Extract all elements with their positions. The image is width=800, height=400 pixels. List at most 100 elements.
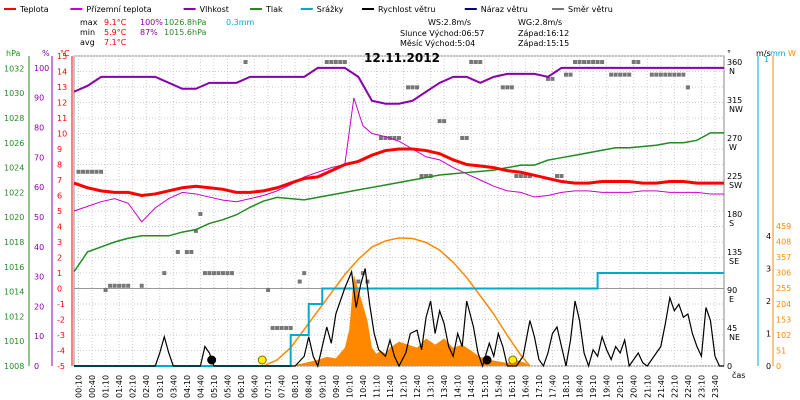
celsius-tick-label: -2 bbox=[57, 316, 65, 325]
w-axis-title: W bbox=[788, 49, 796, 58]
celsius-tick-label: 9 bbox=[57, 145, 62, 154]
celsius-tick-label: 10 bbox=[57, 130, 67, 139]
wind-direction-point bbox=[424, 174, 429, 178]
percent-tick-label: 90 bbox=[34, 94, 44, 103]
direction-name-label: NW bbox=[729, 105, 743, 114]
x-tick-label: 06:40 bbox=[251, 375, 260, 398]
wind-direction-point bbox=[478, 60, 483, 64]
hpa-axis-title: hPa bbox=[6, 49, 21, 58]
celsius-tick-label: 0 bbox=[57, 285, 62, 294]
wind-direction-point bbox=[527, 174, 532, 178]
wind-direction-point bbox=[365, 279, 370, 284]
x-tick-label: 12:40 bbox=[413, 375, 422, 398]
wind-direction-point bbox=[266, 288, 271, 292]
wind-direction-point bbox=[631, 60, 636, 64]
wind-direction-point bbox=[225, 271, 230, 276]
x-tick-label: 15:40 bbox=[494, 375, 503, 398]
sun-set: Západ:16:12 bbox=[518, 29, 569, 38]
wind-direction-point bbox=[211, 271, 216, 276]
stat-temp: 5.9°C bbox=[104, 28, 127, 37]
wind-direction-point bbox=[509, 85, 514, 90]
x-tick-label: 03:10 bbox=[156, 375, 165, 398]
x-tick-label: 21:10 bbox=[643, 375, 652, 398]
stat-humidity: 100% bbox=[140, 18, 163, 27]
percent-tick-label: 20 bbox=[34, 302, 44, 311]
wind-direction-point bbox=[383, 136, 388, 140]
percent-tick-label: 10 bbox=[34, 332, 44, 341]
x-tick-label: 20:10 bbox=[616, 375, 625, 398]
stat-humidity: 87% bbox=[140, 28, 158, 37]
wind-direction-point bbox=[360, 271, 365, 276]
x-tick-label: 06:10 bbox=[237, 375, 246, 398]
wind-direction-point bbox=[94, 169, 99, 174]
chart-title: 12.11.2012 bbox=[364, 51, 440, 65]
pressure-line bbox=[73, 132, 724, 273]
wind-direction-point bbox=[672, 72, 677, 77]
wind-direction-point bbox=[342, 60, 347, 64]
w-tick-label: 0 bbox=[776, 362, 781, 371]
wind-direction-point bbox=[338, 60, 343, 64]
direction-tick-label: 90 bbox=[727, 286, 737, 295]
x-tick-label: 18:10 bbox=[562, 375, 571, 398]
wind-direction-point bbox=[76, 169, 81, 174]
w-tick-label: 459 bbox=[776, 222, 791, 231]
wind-direction-point bbox=[410, 85, 415, 90]
celsius-tick-label: 7 bbox=[57, 176, 62, 185]
wind-direction-point bbox=[649, 72, 654, 77]
wind-direction-point bbox=[139, 283, 144, 288]
wind-direction-point bbox=[568, 72, 573, 77]
wind-direction-point bbox=[681, 72, 686, 77]
hpa-tick-label: 1028 bbox=[4, 114, 24, 123]
wind-direction-point bbox=[121, 283, 126, 288]
legend-label: Teplota bbox=[19, 5, 49, 14]
w-tick-label: 408 bbox=[776, 238, 791, 247]
wind-direction-point bbox=[464, 136, 469, 140]
wind-direction-point bbox=[663, 72, 668, 77]
wind-direction-point bbox=[333, 60, 338, 64]
ground-temp-line bbox=[73, 97, 724, 223]
x-tick-label: 09:10 bbox=[318, 375, 327, 398]
x-tick-label: 02:40 bbox=[142, 375, 151, 398]
wind-direction-point bbox=[270, 326, 275, 330]
wind-direction-point bbox=[586, 60, 591, 64]
x-tick-label: 16:10 bbox=[508, 375, 517, 398]
direction-tick-label: 360 bbox=[727, 58, 742, 67]
wind-direction-point bbox=[189, 250, 194, 254]
x-tick-label: 23:40 bbox=[711, 375, 720, 398]
x-tick-label: 09:40 bbox=[332, 375, 341, 398]
direction-name-label: W bbox=[729, 143, 737, 152]
wind-direction-point bbox=[514, 174, 519, 178]
percent-tick-label: 0 bbox=[34, 362, 39, 371]
wind-direction-point bbox=[117, 283, 122, 288]
wind-direction-point bbox=[523, 174, 528, 178]
x-tick-label: 16:40 bbox=[521, 375, 530, 398]
wind-direction-point bbox=[108, 283, 113, 288]
legend-label: Vlhkost bbox=[200, 5, 229, 14]
sun-marker bbox=[508, 355, 518, 365]
celsius-tick-label: 2 bbox=[57, 254, 62, 263]
wind-direction-point bbox=[636, 60, 641, 64]
direction-tick-label: 315 bbox=[727, 96, 742, 105]
direction-tick-label: 0 bbox=[727, 362, 732, 371]
wind-direction-point bbox=[500, 85, 505, 90]
moon-marker bbox=[482, 355, 492, 365]
wind-direction-point bbox=[618, 72, 623, 77]
x-tick-label: 19:10 bbox=[589, 375, 598, 398]
celsius-tick-label: -4 bbox=[57, 347, 65, 356]
wind-direction-point bbox=[437, 119, 442, 124]
wind-direction-point bbox=[85, 169, 90, 174]
direction-name-label: N bbox=[729, 67, 735, 76]
wind-direction-point bbox=[469, 60, 474, 64]
wind-direction-point bbox=[622, 72, 627, 77]
direction-name-label: SW bbox=[729, 181, 742, 190]
x-tick-label: 22:40 bbox=[684, 375, 693, 398]
w-tick-label: 102 bbox=[776, 331, 791, 340]
solar-measured-area bbox=[263, 274, 530, 366]
celsius-tick-label: 11 bbox=[57, 114, 67, 123]
x-tick-label: 05:10 bbox=[210, 375, 219, 398]
wind-direction-point bbox=[324, 60, 329, 64]
wind-direction-point bbox=[302, 271, 307, 276]
wind-direction-point bbox=[175, 250, 180, 254]
x-tick-label: 23:10 bbox=[697, 375, 706, 398]
